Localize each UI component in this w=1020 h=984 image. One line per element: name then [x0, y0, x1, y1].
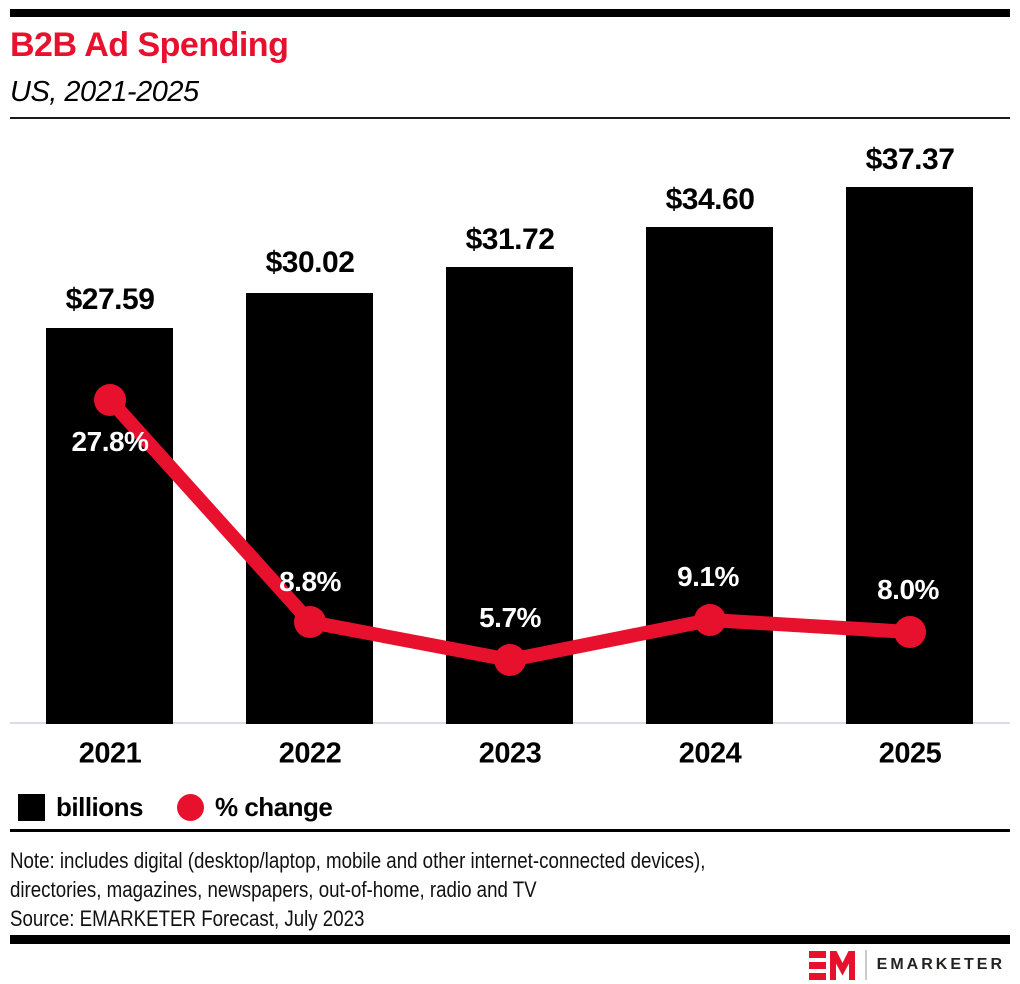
- bar-value-label: $31.72: [465, 223, 555, 256]
- header-rule: [10, 117, 1010, 119]
- x-tick-2023: 2023: [478, 737, 542, 770]
- legend-label-pct-change: % change: [215, 792, 333, 822]
- logo-divider: [864, 950, 867, 980]
- pct-change-swatch-icon: [177, 794, 204, 821]
- legend-item-pct-change: % change: [177, 792, 333, 823]
- bar-value-label: $37.37: [865, 143, 955, 176]
- bar-value-label: $27.59: [65, 283, 155, 316]
- source-line: Source: EMARKETER Forecast, July 2023: [10, 906, 365, 931]
- top-rule: [10, 9, 1010, 17]
- bar-2024: [646, 227, 773, 724]
- legend-label-billions: billions: [56, 792, 144, 822]
- bar-2022: [246, 293, 373, 724]
- pct-label: 8.8%: [279, 566, 341, 597]
- pct-label: 5.7%: [479, 602, 541, 633]
- note-line-2: directories, magazines, newspapers, out-…: [10, 877, 537, 902]
- pct-label: 9.1%: [677, 561, 739, 592]
- bar-value-label: $30.02: [265, 246, 355, 279]
- bar-2021: [46, 328, 173, 724]
- x-tick-2025: 2025: [878, 737, 942, 770]
- chart-subtitle: US, 2021-2025: [10, 76, 199, 108]
- bar-2025: [846, 187, 973, 724]
- x-tick-2022: 2022: [278, 737, 342, 770]
- pct-label: 27.8%: [71, 426, 149, 457]
- emarketer-logo: EMARKETER: [808, 949, 1005, 981]
- em-monogram-icon: [808, 950, 855, 980]
- bar-2023: [446, 267, 573, 724]
- footer-rule: [10, 935, 1010, 944]
- logo-brand-text: EMARKETER: [876, 956, 1005, 973]
- chart-title: B2B Ad Spending: [10, 26, 289, 64]
- bar-value-label: $34.60: [665, 183, 755, 216]
- legend-rule: [10, 829, 1010, 832]
- note-block: Note: includes digital (desktop/laptop, …: [10, 846, 828, 904]
- billions-swatch-icon: [18, 794, 45, 821]
- note-line-1: Note: includes digital (desktop/laptop, …: [10, 848, 706, 873]
- x-tick-2021: 2021: [78, 737, 142, 770]
- pct-label: 8.0%: [877, 574, 939, 605]
- x-tick-2024: 2024: [678, 737, 742, 770]
- legend-item-billions: billions: [18, 792, 144, 823]
